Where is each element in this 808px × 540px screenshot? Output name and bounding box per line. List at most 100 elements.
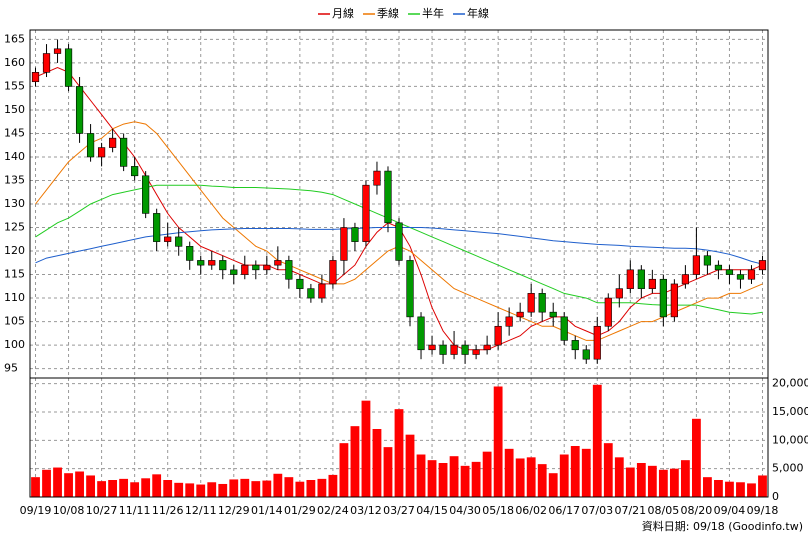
- candle-body: [384, 170, 392, 224]
- candle-body: [604, 297, 612, 327]
- y-tick-label: 100: [4, 338, 25, 351]
- candle-body: [747, 269, 756, 280]
- candle-body: [373, 170, 381, 186]
- volume-bar: [614, 457, 624, 497]
- x-tick-label: 05/18: [482, 504, 514, 517]
- volume-bar: [251, 481, 261, 497]
- x-tick-label: 02/24: [317, 504, 349, 517]
- volume-bar: [636, 463, 646, 497]
- candle-body: [758, 260, 767, 271]
- candle-body: [142, 175, 150, 214]
- volume-bar: [537, 464, 547, 497]
- candle-body: [362, 184, 370, 242]
- x-tick-label: 07/03: [581, 504, 613, 517]
- y2-tick-label: 0: [772, 490, 779, 503]
- volume-bar: [493, 386, 503, 497]
- volume-bar: [658, 469, 668, 497]
- volume-bar: [680, 460, 690, 497]
- volume-bar: [405, 434, 415, 497]
- x-tick-label: 10/27: [86, 504, 118, 517]
- x-tick-label: 09/18: [747, 504, 779, 517]
- volume-bar: [361, 400, 371, 497]
- candle-body: [186, 246, 194, 261]
- candle-body: [483, 344, 491, 351]
- volume-bar: [328, 474, 338, 497]
- volume-bar: [284, 477, 294, 497]
- volume-bar: [240, 478, 250, 497]
- candle-body: [549, 311, 557, 318]
- candle-body: [615, 288, 623, 299]
- y-tick-label: 95: [4, 362, 18, 375]
- x-tick-label: 07/21: [614, 504, 646, 517]
- y-tick-label: 150: [4, 103, 25, 116]
- y-tick-label: 105: [4, 315, 25, 328]
- candle-body: [439, 344, 447, 355]
- candle-body: [31, 72, 40, 83]
- volume-bar: [42, 469, 51, 497]
- x-tick-label: 01/29: [284, 504, 316, 517]
- y2-tick-label: 15,000: [772, 405, 808, 418]
- x-tick-label: 11/26: [152, 504, 184, 517]
- y-tick-label: 115: [4, 268, 25, 281]
- x-tick-label: 11/11: [119, 504, 151, 517]
- candle-body: [538, 293, 546, 313]
- x-tick-label: 12/11: [185, 504, 217, 517]
- volume-bar: [295, 481, 305, 497]
- candle-body: [296, 278, 304, 289]
- candle-body: [637, 269, 645, 289]
- volume-bar: [383, 447, 393, 497]
- candle-body: [681, 274, 689, 285]
- volume-bar: [438, 463, 448, 497]
- y-tick-label: 155: [4, 79, 25, 92]
- volume-bar: [625, 467, 635, 497]
- x-tick-label: 12/29: [218, 504, 250, 517]
- volume-bar: [141, 478, 151, 497]
- volume-bar: [592, 384, 602, 497]
- candle-body: [208, 260, 216, 266]
- candle-body: [109, 137, 117, 148]
- volume-bar: [108, 480, 118, 497]
- candle-body: [219, 260, 227, 271]
- candle-body: [97, 147, 106, 158]
- volume-bar: [747, 483, 756, 497]
- candle-body: [274, 260, 282, 266]
- candle-body: [527, 293, 535, 313]
- volume-bar: [460, 465, 470, 497]
- volume-bar: [515, 458, 525, 497]
- y2-tick-label: 20,000: [772, 377, 808, 390]
- candle-body: [593, 325, 601, 360]
- y-tick-label: 130: [4, 197, 25, 210]
- volume-bar: [526, 457, 536, 497]
- candle-body: [285, 260, 293, 280]
- candle-body: [230, 269, 238, 275]
- candle-body: [725, 269, 734, 275]
- x-tick-label: 09/19: [20, 504, 52, 517]
- volume-bar: [394, 409, 404, 497]
- candle-body: [86, 133, 95, 158]
- candle-body: [417, 316, 425, 351]
- candle-body: [714, 264, 723, 271]
- volume-bar: [185, 483, 195, 497]
- candle-body: [736, 274, 745, 280]
- volume-bar: [119, 478, 129, 497]
- volume-bar: [581, 448, 591, 497]
- candle-body: [329, 260, 337, 285]
- candle-body: [461, 344, 469, 355]
- volume-bar: [218, 483, 228, 497]
- y-tick-label: 165: [4, 32, 25, 45]
- x-tick-label: 06/02: [515, 504, 547, 517]
- volume-bar: [559, 454, 569, 497]
- volume-bar: [86, 475, 95, 497]
- volume-bar: [207, 482, 217, 497]
- legend-label: 月線: [332, 6, 354, 20]
- volume-bar: [372, 429, 382, 497]
- volume-bar: [603, 443, 613, 497]
- candle-body: [692, 255, 701, 275]
- candle-body: [64, 48, 73, 87]
- x-tick-label: 04/30: [449, 504, 481, 517]
- candle-body: [131, 166, 139, 177]
- candle-body: [164, 236, 172, 242]
- x-tick-label: 09/04: [714, 504, 746, 517]
- x-tick-label: 08/05: [648, 504, 680, 517]
